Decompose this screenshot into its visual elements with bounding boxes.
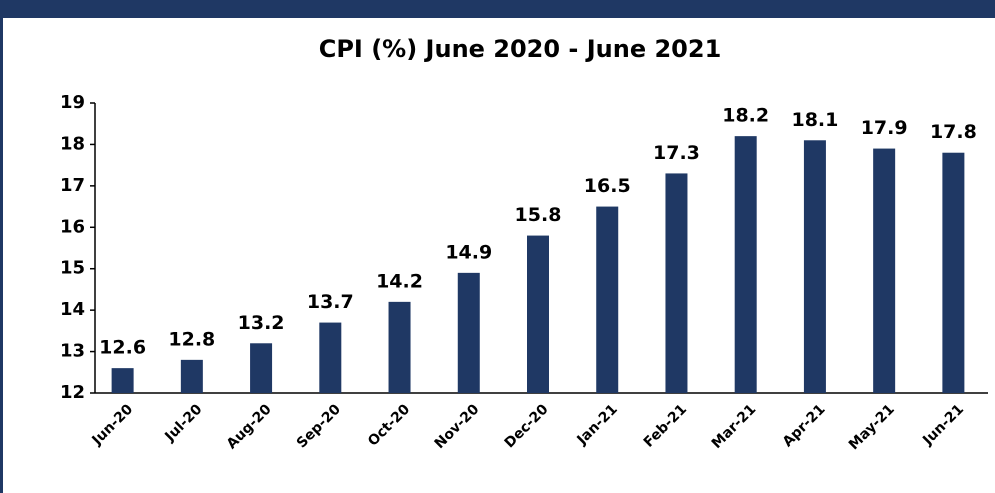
bar	[596, 206, 619, 393]
value-label: 17.9	[861, 117, 908, 139]
chart-title: CPI (%) June 2020 - June 2021	[319, 35, 722, 63]
y-tick-label: 12	[60, 382, 85, 403]
bar	[942, 152, 965, 393]
value-label: 18.1	[791, 109, 838, 131]
y-tick-label: 13	[60, 341, 85, 362]
value-label: 17.8	[930, 121, 977, 143]
value-label: 16.5	[584, 175, 631, 197]
y-tick-label: 15	[60, 258, 85, 279]
x-tick-label: Jan-21	[574, 401, 621, 448]
x-tick-label: Jul-20	[161, 401, 205, 445]
bar	[457, 272, 480, 393]
x-tick-label: Jun-21	[919, 401, 967, 449]
x-tick-label: Nov-20	[432, 401, 483, 452]
x-tick-label: Aug-20	[224, 401, 275, 452]
bar	[803, 140, 826, 393]
value-label: 12.6	[99, 337, 146, 359]
bar	[388, 301, 411, 393]
y-tick-label: 18	[60, 133, 85, 154]
x-tick-label: Dec-20	[502, 401, 552, 451]
x-tick-label: Oct-20	[365, 401, 413, 449]
x-tick-label: Sep-20	[294, 401, 344, 451]
y-tick-label: 14	[60, 299, 85, 320]
top-band	[0, 0, 995, 18]
value-label: 14.9	[445, 241, 492, 263]
bar	[527, 235, 549, 393]
value-label: 13.7	[307, 291, 354, 313]
bar	[180, 359, 203, 393]
bar	[734, 136, 757, 393]
x-tick-label: May-21	[846, 401, 898, 453]
bar	[111, 368, 134, 393]
x-tick-label: Feb-21	[641, 401, 690, 450]
value-label: 15.8	[515, 204, 562, 226]
x-tick-label: Apr-21	[780, 401, 829, 450]
x-tick-label: Jun-20	[89, 401, 137, 449]
bar	[873, 148, 896, 393]
y-tick-label: 17	[60, 175, 85, 196]
bar	[319, 322, 342, 393]
value-label: 12.8	[168, 328, 215, 350]
bar	[665, 173, 688, 393]
x-tick-label: Mar-21	[709, 401, 760, 452]
bar	[250, 343, 273, 393]
left-border	[0, 0, 3, 493]
y-tick-label: 16	[60, 216, 85, 237]
value-label: 14.2	[376, 270, 423, 292]
value-label: 13.2	[238, 312, 285, 334]
y-tick-label: 19	[60, 92, 85, 113]
value-label: 17.3	[653, 142, 700, 164]
value-label: 18.2	[722, 105, 769, 127]
